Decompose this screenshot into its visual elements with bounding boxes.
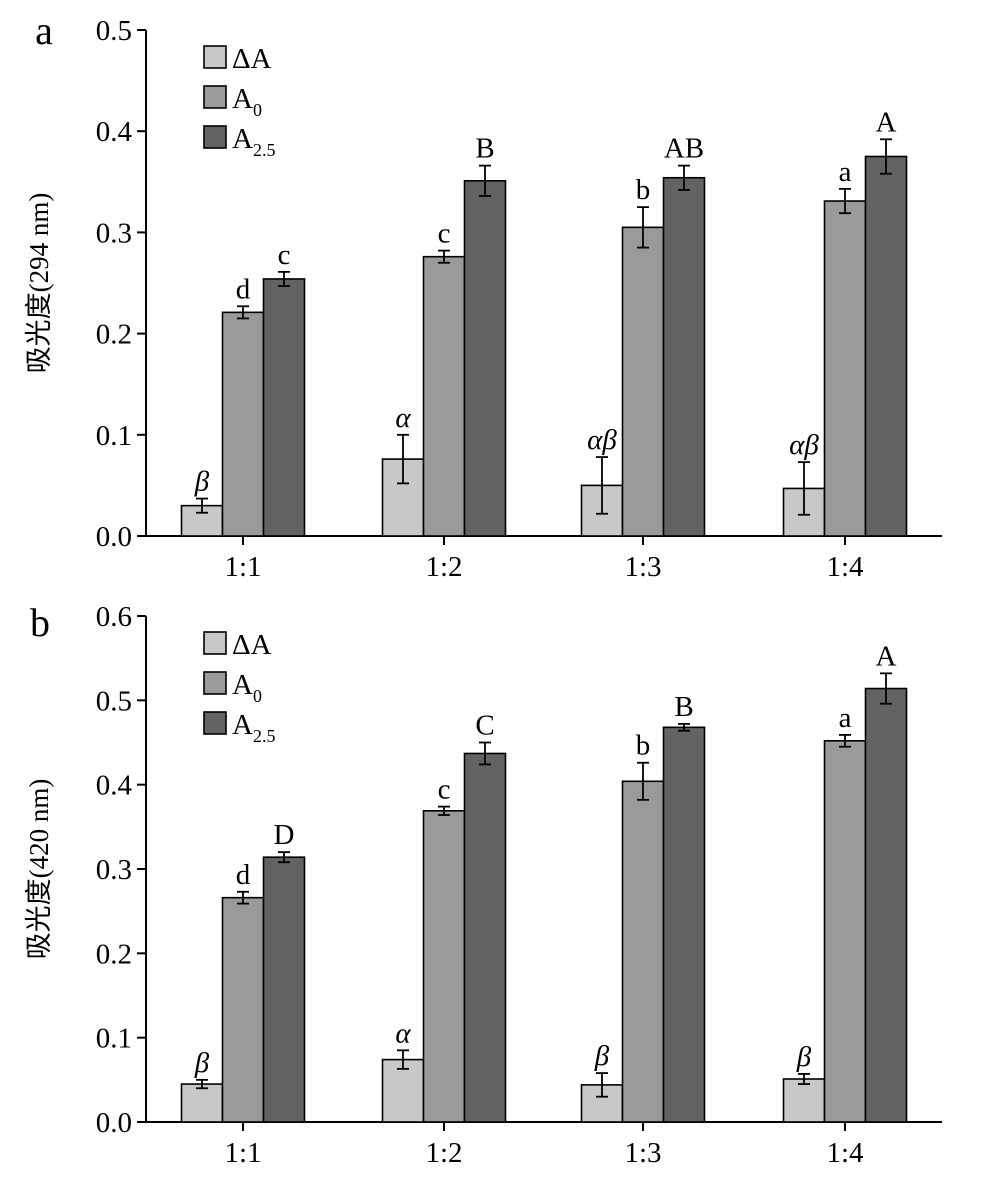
significance-letter: αβ (587, 424, 617, 456)
significance-letter: b (636, 174, 651, 206)
legend-subscript: 2.5 (253, 726, 276, 746)
chart-panel-b: b 吸光度(420 nm) 0.0 0.1 0.2 0.3 0.4 0.5 0.6 1:1 1:2 1… (24, 600, 942, 1169)
significance-letter: C (475, 710, 494, 742)
bar-ΔA-1:2 (381, 1058, 425, 1123)
significance-letter: c (278, 239, 291, 271)
legend-main-text: A (232, 83, 253, 115)
significance-letter: B (475, 133, 494, 165)
chart-panel-a: a 吸光度(294 nm) 0.0 0.1 0.2 0.3 0.4 0.5 1:1 1:2 1:3 1… (24, 8, 942, 583)
significance-letter: β (594, 1040, 610, 1072)
bar-A0-1:3 (621, 226, 665, 537)
y-tick-label: 0.3 (96, 217, 132, 249)
y-tick-label: 0.5 (96, 15, 132, 47)
bar-A2.5-1:3 (662, 726, 706, 1123)
significance-letter: d (236, 273, 251, 305)
legend-swatch-A0 (203, 671, 227, 695)
x-tick-label: 1:3 (624, 551, 661, 583)
y-tick-label: 0.3 (96, 854, 132, 886)
bar-A0-1:4 (823, 740, 867, 1123)
bar-A2.5-1:3 (662, 176, 706, 537)
legend-swatch-A0 (203, 85, 227, 109)
y-tick-label: 0.4 (96, 116, 133, 148)
significance-letter: d (236, 859, 251, 891)
y-tick-label: 0.2 (96, 319, 132, 351)
significance-letter: a (839, 156, 852, 188)
legend-main-text: A (232, 123, 253, 155)
significance-letter: b (636, 730, 651, 762)
panel-label: a (35, 8, 53, 53)
legend-main-text: A (232, 709, 253, 741)
y-axis-label: 吸光度(420 nm) (24, 779, 54, 960)
bar-A0-1:1 (221, 311, 265, 537)
panel-label: b (30, 600, 50, 645)
significance-letter: a (839, 702, 852, 734)
legend-swatch-A2.5 (203, 711, 227, 735)
legend-label-A2.5: A2.5 (232, 709, 275, 746)
legend-subscript: 2.5 (253, 140, 276, 160)
significance-letter: α (395, 402, 411, 434)
bar-A0-1:4 (823, 200, 867, 537)
y-tick-label: 0.0 (96, 1107, 132, 1139)
legend-label-A0: A0 (232, 83, 262, 120)
legend-label-ΔA: ΔA (232, 43, 272, 75)
legend-swatch-ΔA (203, 45, 227, 69)
y-tick-label: 0.2 (96, 938, 132, 970)
bar-A0-1:1 (221, 896, 265, 1123)
bar-A2.5-1:1 (262, 856, 306, 1123)
legend-main-text: ΔA (232, 629, 272, 661)
x-tick-label: 1:1 (224, 551, 261, 583)
bar-A0-1:2 (422, 255, 466, 537)
significance-letter: β (796, 1041, 812, 1073)
x-tick-label: 1:4 (826, 1137, 864, 1169)
x-tick-label: 1:1 (224, 1137, 261, 1169)
legend-main-text: A (232, 669, 253, 701)
significance-letter: A (876, 640, 897, 672)
significance-letter: c (438, 774, 451, 806)
bar-ΔA-1:4 (782, 1078, 826, 1123)
y-tick-label: 0.6 (96, 601, 132, 633)
legend-label-ΔA: ΔA (232, 629, 272, 661)
bar-A0-1:2 (422, 810, 466, 1123)
bar-A2.5-1:1 (262, 278, 306, 537)
significance-letter: αβ (789, 429, 819, 461)
y-axis-label: 吸光度(294 nm) (24, 193, 54, 374)
bar-A0-1:3 (621, 780, 665, 1123)
bar-A2.5-1:4 (864, 687, 908, 1123)
legend-subscript: 0 (253, 686, 262, 706)
legend-swatch-A2.5 (203, 125, 227, 149)
legend-subscript: 0 (253, 100, 262, 120)
significance-letter: β (194, 466, 210, 498)
y-tick-label: 0.1 (96, 1023, 132, 1055)
significance-letter: c (438, 218, 451, 250)
y-tick-label: 0.1 (96, 420, 132, 452)
bar-A2.5-1:4 (864, 155, 908, 537)
legend-main-text: ΔA (232, 43, 272, 75)
significance-letter: D (274, 819, 295, 851)
bar-ΔA-1:1 (180, 1083, 224, 1123)
legend-label-A0: A0 (232, 669, 262, 706)
significance-letter: A (876, 106, 897, 138)
x-tick-label: 1:4 (826, 551, 864, 583)
significance-letter: β (194, 1047, 210, 1079)
bar-A2.5-1:2 (463, 179, 507, 537)
legend-label-A2.5: A2.5 (232, 123, 275, 160)
y-tick-label: 0.5 (96, 685, 132, 717)
significance-letter: AB (664, 133, 704, 165)
y-tick-label: 0.0 (96, 521, 132, 553)
x-tick-label: 1:2 (425, 1137, 462, 1169)
bar-A2.5-1:2 (463, 752, 507, 1123)
x-tick-label: 1:3 (624, 1137, 661, 1169)
legend-swatch-ΔA (203, 631, 227, 655)
significance-letter: α (395, 1017, 411, 1049)
y-tick-label: 0.4 (96, 770, 133, 802)
x-tick-label: 1:2 (425, 551, 462, 583)
significance-letter: B (674, 691, 693, 723)
